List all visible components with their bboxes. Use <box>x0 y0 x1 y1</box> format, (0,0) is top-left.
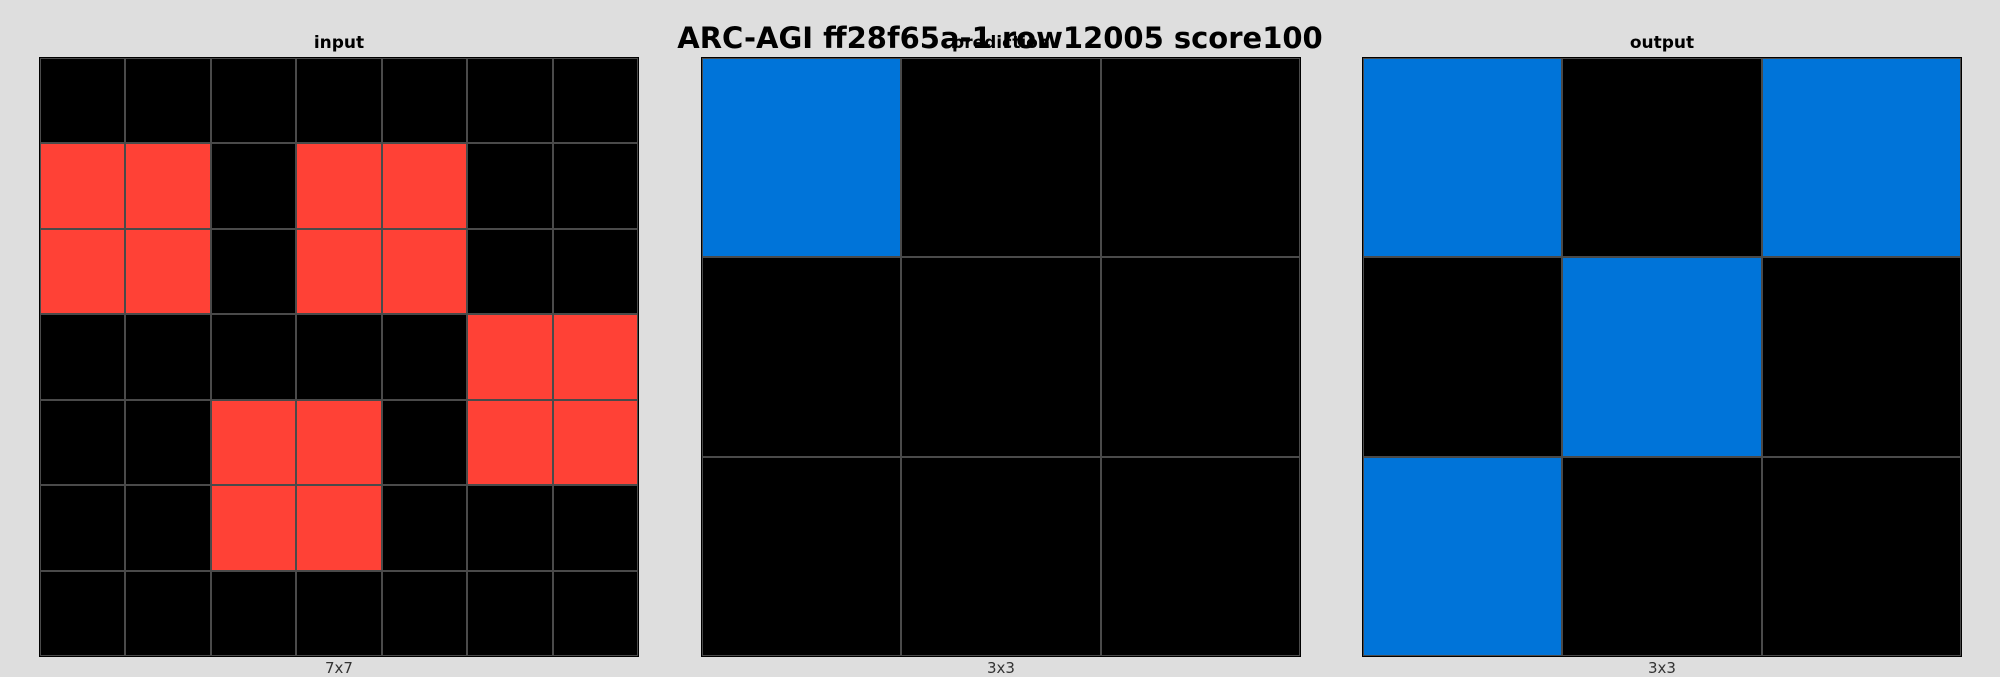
grid-cell <box>381 58 468 144</box>
grid-cell <box>381 228 468 315</box>
grid-cell <box>901 58 1101 258</box>
output-panel: output 3x3 <box>1362 0 1962 677</box>
grid-cell <box>1562 257 1762 457</box>
grid-cell <box>702 58 902 258</box>
output-grid <box>1362 57 1962 657</box>
grid-cell <box>125 485 211 571</box>
grid-cell <box>296 314 382 400</box>
prediction-grid-dimensions: 3x3 <box>987 659 1015 677</box>
grid-cell <box>552 228 638 315</box>
grid-cell <box>381 314 468 400</box>
grid-cell <box>125 143 211 229</box>
grid-cell <box>1363 58 1563 258</box>
grid-cell <box>296 58 382 144</box>
grid-cell <box>1100 58 1300 258</box>
grid-cell <box>40 143 126 229</box>
grid-cell <box>125 399 211 486</box>
grid-cell <box>467 228 553 315</box>
grid-cell <box>467 143 553 229</box>
grid-cell <box>210 143 297 229</box>
grid-cell <box>210 485 297 571</box>
grid-cell <box>125 314 211 400</box>
figure-title: ARC-AGI ff28f65a-1 row12005 score100 <box>677 21 1323 55</box>
grid-cell <box>210 399 297 486</box>
grid-cell <box>1363 456 1563 656</box>
output-grid-dimensions: 3x3 <box>1648 659 1676 677</box>
grid-cell <box>552 58 638 144</box>
grid-cell <box>296 570 382 656</box>
grid-cell <box>467 58 553 144</box>
grid-cell <box>125 570 211 656</box>
grid-cell <box>1100 257 1300 457</box>
grid-cell <box>901 257 1101 457</box>
grid-cell <box>552 399 638 486</box>
grid-cell <box>467 399 553 486</box>
grid-cell <box>125 58 211 144</box>
grid-cell <box>40 399 126 486</box>
grid-cell <box>40 228 126 315</box>
grid-cell <box>210 570 297 656</box>
input-panel-title: input <box>313 33 365 53</box>
grid-cell <box>1562 456 1762 656</box>
grid-cell <box>40 314 126 400</box>
grid-cell <box>702 257 902 457</box>
grid-cell <box>210 314 297 400</box>
grid-cell <box>296 228 382 315</box>
input-grid-dimensions: 7x7 <box>325 659 353 677</box>
grid-cell <box>381 143 468 229</box>
grid-cell <box>552 314 638 400</box>
grid-cell <box>552 485 638 571</box>
grid-cell <box>296 399 382 486</box>
grid-cell <box>40 58 126 144</box>
grid-cell <box>1761 456 1961 656</box>
grid-cell <box>381 570 468 656</box>
grid-cell <box>702 456 902 656</box>
prediction-panel-title: prediction <box>952 33 1050 53</box>
grid-cell <box>1562 58 1762 258</box>
grid-cell <box>296 485 382 571</box>
grid-cell <box>1100 456 1300 656</box>
grid-cell <box>1363 257 1563 457</box>
grid-cell <box>1761 257 1961 457</box>
grid-cell <box>296 143 382 229</box>
grid-cell <box>381 399 468 486</box>
grid-cell <box>125 228 211 315</box>
grid-cell <box>381 485 468 571</box>
grid-cell <box>210 228 297 315</box>
input-panel: input 7x7 <box>39 0 639 677</box>
input-grid <box>39 57 639 657</box>
grid-cell <box>901 456 1101 656</box>
grid-cell <box>552 143 638 229</box>
grid-cell <box>467 314 553 400</box>
grid-cell <box>467 485 553 571</box>
grid-cell <box>467 570 553 656</box>
grid-cell <box>210 58 297 144</box>
prediction-grid <box>701 57 1301 657</box>
grid-cell <box>1761 58 1961 258</box>
prediction-panel: prediction 3x3 <box>701 0 1301 677</box>
grid-cell <box>40 485 126 571</box>
grid-cell <box>40 570 126 656</box>
grid-cell <box>552 570 638 656</box>
output-panel-title: output <box>1629 33 1695 53</box>
